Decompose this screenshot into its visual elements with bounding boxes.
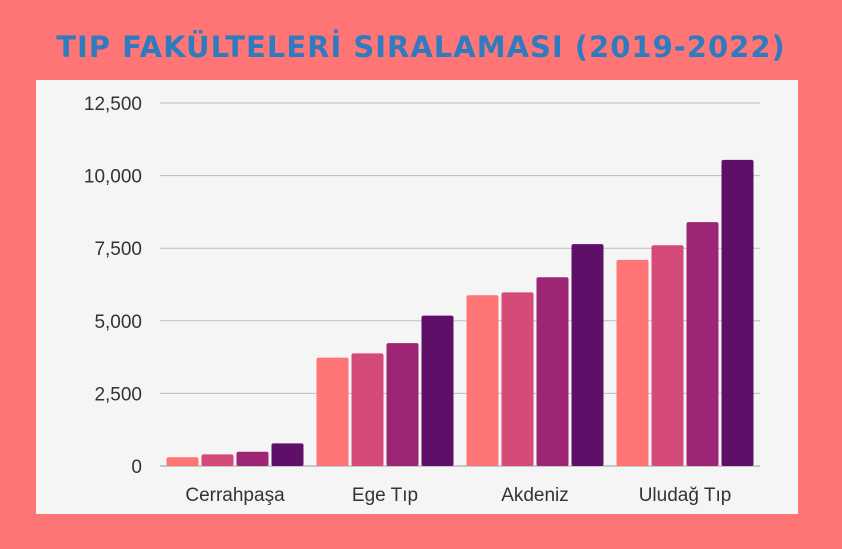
bar — [616, 259, 649, 466]
bar — [536, 277, 569, 466]
x-category-label: Uludağ Tıp — [639, 485, 732, 506]
bar-chart: 0 2,500 5,000 7,500 10,000 12,500 Cerrahpaşa E… — [84, 94, 760, 506]
bar — [351, 353, 384, 466]
x-category-label: Ege Tıp — [352, 485, 418, 506]
x-category-label: Cerrahpaşa — [185, 485, 285, 506]
bar — [386, 343, 419, 466]
y-tick-label: 0 — [131, 457, 142, 478]
bar — [721, 159, 754, 466]
bar — [316, 357, 349, 466]
bar — [201, 454, 234, 466]
bar — [501, 292, 534, 466]
bar — [236, 451, 269, 466]
bar — [421, 315, 454, 466]
y-tick-label: 10,000 — [84, 167, 142, 188]
bars — [166, 159, 754, 466]
y-tick-label: 2,500 — [94, 384, 142, 405]
y-axis-ticks: 0 2,500 5,000 7,500 10,000 12,500 — [84, 94, 142, 478]
bar — [466, 295, 499, 466]
y-tick-label: 5,000 — [94, 312, 142, 333]
x-axis-labels: Cerrahpaşa Ege Tıp Akdeniz Uludağ Tıp — [185, 485, 731, 506]
bar — [571, 244, 604, 466]
bar — [686, 222, 719, 466]
bar — [271, 443, 304, 466]
x-category-label: Akdeniz — [501, 485, 569, 506]
chart-title: TIP FAKÜLTELERİ SIRALAMASI (2019-2022) — [56, 30, 786, 64]
y-tick-label: 7,500 — [94, 239, 142, 260]
bar — [651, 245, 684, 466]
y-tick-label: 12,500 — [84, 94, 142, 115]
bar — [166, 457, 199, 466]
